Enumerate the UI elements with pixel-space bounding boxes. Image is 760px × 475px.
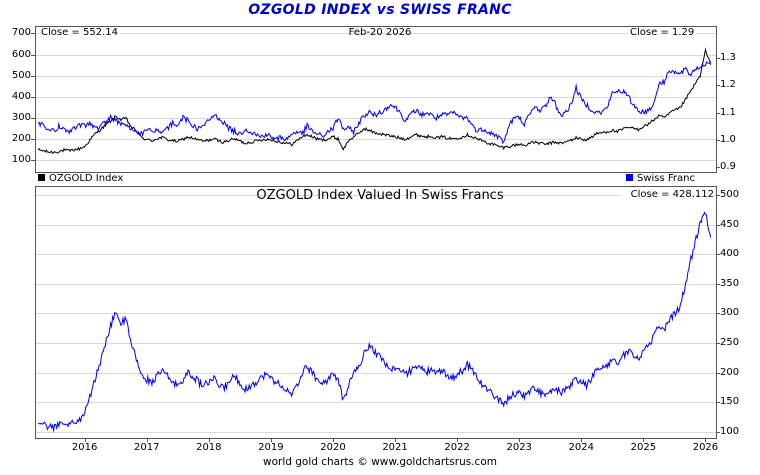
- y-axis-tick-label: 450: [720, 218, 740, 230]
- y-axis-tick-label: 1.3: [720, 52, 736, 64]
- y-axis-tick-label: 350: [720, 277, 740, 289]
- y-axis-tick-label: 200: [720, 366, 740, 378]
- y-axis-tick-label: 1.0: [720, 133, 736, 145]
- x-axis-tick-label: 2025: [630, 442, 657, 453]
- x-axis-tick-label: 2022: [444, 442, 470, 453]
- swiss-franc-close-label: Close = 1.29: [628, 27, 697, 39]
- ozgold-close-label: Close = 552.14: [39, 27, 120, 39]
- page-title: OZGOLD INDEX vs SWISS FRANC: [248, 2, 512, 18]
- x-axis-tick-label: 2019: [258, 442, 284, 453]
- date-label: Feb-20 2026: [348, 27, 412, 38]
- y-axis-tick-label: 200: [11, 133, 31, 145]
- y-axis-tick-label: 500: [720, 188, 740, 200]
- x-axis-tick-label: 2021: [382, 442, 408, 453]
- ozgold-chf-close-label: Close = 428.112: [620, 189, 714, 201]
- legend-ozgold: OZGOLD Index: [38, 173, 123, 185]
- swiss-franc-swatch-icon: [626, 174, 633, 181]
- y-axis-tick-label: 400: [720, 248, 740, 260]
- legend-swiss-franc-label: Swiss Franc: [637, 173, 696, 184]
- y-axis-tick-label: 300: [720, 307, 740, 319]
- y-axis-tick-label: 600: [11, 48, 31, 60]
- y-axis-tick-label: 100: [720, 426, 740, 438]
- x-axis-tick-label: 2024: [568, 442, 594, 453]
- x-axis-tick-label: 2018: [196, 442, 222, 453]
- y-axis-tick-label: 0.9: [720, 160, 736, 172]
- y-axis-tick-label: 400: [11, 90, 31, 102]
- footer-caption: world gold charts © www.goldchartsrus.co…: [263, 456, 497, 468]
- legend-swiss-franc: Swiss Franc: [626, 173, 695, 185]
- x-axis-tick-label: 2023: [506, 442, 532, 453]
- y-axis-tick-label: 1.2: [720, 79, 736, 91]
- y-axis-tick-label: 700: [11, 27, 31, 39]
- y-axis-tick-label: 500: [11, 69, 31, 81]
- x-axis-tick-label: 2017: [134, 442, 160, 453]
- y-axis-tick-label: 100: [11, 154, 31, 166]
- y-axis-tick-label: 300: [11, 112, 31, 124]
- y-axis-tick-label: 250: [720, 337, 740, 349]
- ozgold-swatch-icon: [38, 174, 45, 181]
- x-axis-tick-label: 2026: [692, 442, 719, 453]
- y-axis-tick-label: 150: [720, 396, 740, 408]
- x-axis-tick-label: 2020: [320, 442, 346, 453]
- legend-ozgold-label: OZGOLD Index: [49, 173, 124, 184]
- bottom-chart-title: OZGOLD Index Valued In Swiss Francs: [256, 188, 504, 203]
- x-axis-tick-label: 2016: [71, 442, 98, 453]
- y-axis-tick-label: 1.1: [720, 106, 736, 118]
